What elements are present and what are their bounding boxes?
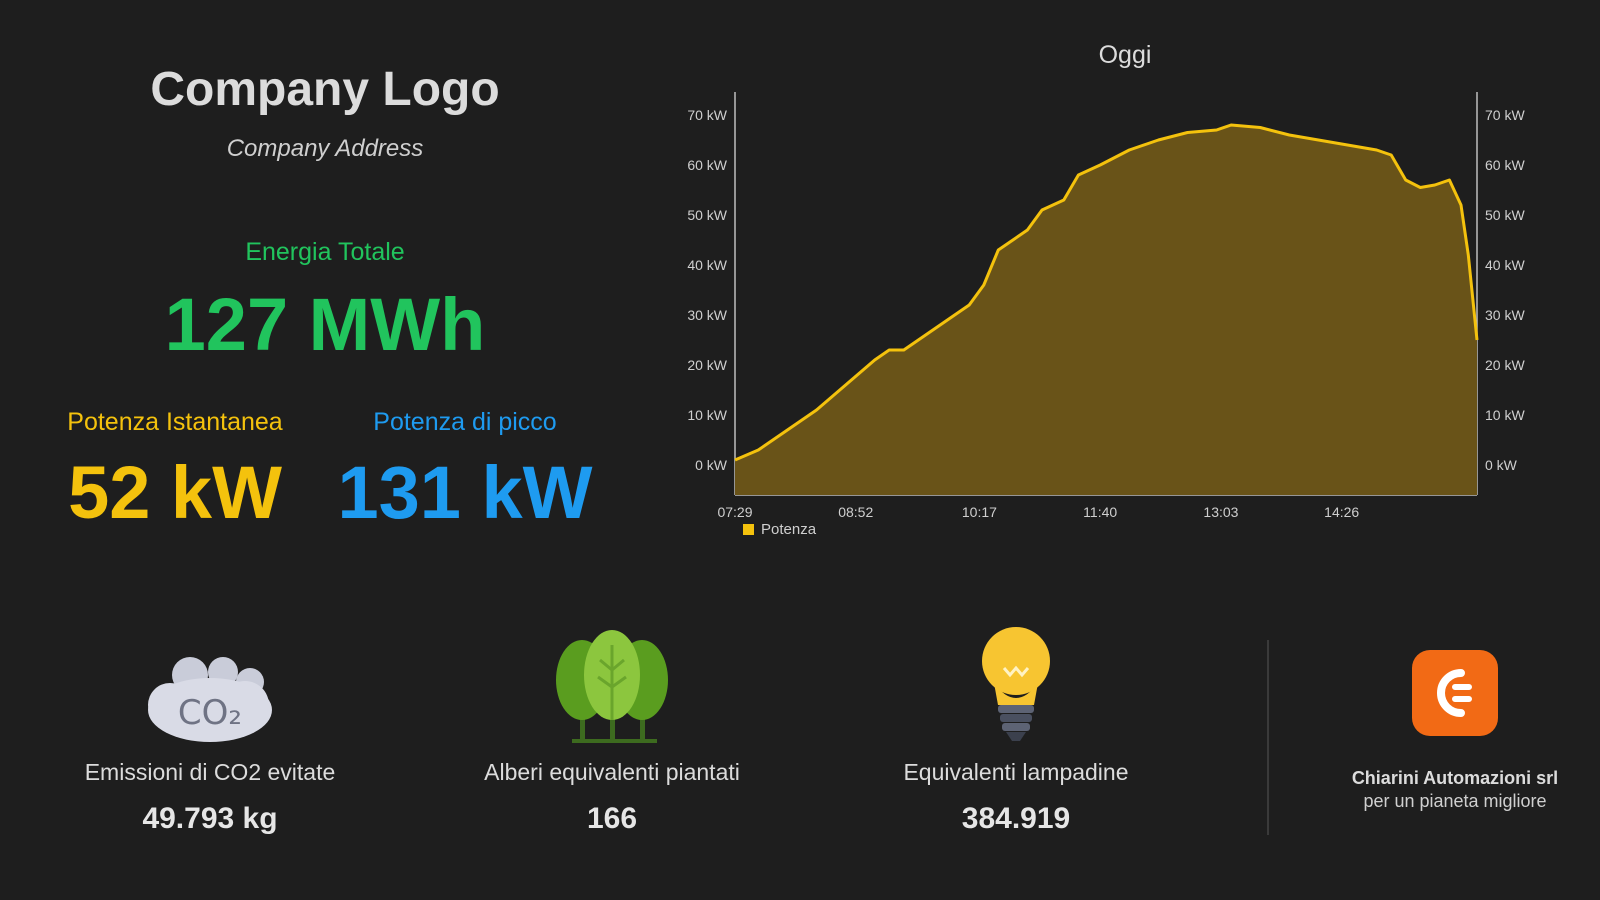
stat-lightbulbs-label: Equivalenti lampadine <box>903 759 1129 785</box>
y-tick-left: 50 kW <box>687 207 727 223</box>
brand-name: Chiarini Automazioni srl <box>1351 768 1559 788</box>
x-tick-label: 11:40 <box>1083 504 1117 520</box>
x-tick-label: 08:52 <box>838 504 873 520</box>
peak-power-label: Potenza di picco <box>373 408 557 436</box>
co2-icon-text: CO₂ <box>178 693 242 733</box>
stat-lightbulbs: Equivalenti lampadine 384.919 <box>846 620 1186 836</box>
energy-total-value: 127 MWh <box>164 283 486 366</box>
legend-swatch-potenza <box>743 524 754 535</box>
y-tick-right: 0 kW <box>1485 457 1518 473</box>
y-tick-left: 70 kW <box>687 107 727 123</box>
y-tick-right: 70 kW <box>1485 107 1525 123</box>
x-tick-label: 07:29 <box>717 504 752 520</box>
peak-power-value: 131 kW <box>337 451 593 534</box>
instant-power-label: Potenza Istantanea <box>67 408 283 436</box>
y-tick-right: 60 kW <box>1485 157 1525 173</box>
x-tick-label: 14:26 <box>1324 504 1359 520</box>
x-tick-label: 10:17 <box>962 504 997 520</box>
chart-plot-area: 0 kW 0 kW 10 kW 10 kW 20 kW 20 kW 30 kW 30 kW 40… <box>687 92 1525 538</box>
y-tick-right: 30 kW <box>1485 307 1525 323</box>
y-tick-left: 0 kW <box>695 457 728 473</box>
y-tick-left: 20 kW <box>687 357 727 373</box>
series-area-potenza <box>735 125 1477 495</box>
y-tick-left: 40 kW <box>687 257 727 273</box>
series-line-potenza <box>734 123 1479 462</box>
legend-label-potenza: Potenza <box>761 521 817 538</box>
lightbulb-icon <box>846 620 1186 745</box>
chart-title: Oggi <box>1099 41 1152 69</box>
stat-trees: Alberi equivalenti piantati 166 <box>442 620 782 836</box>
y-tick-right: 40 kW <box>1485 257 1525 273</box>
stat-trees-value: 166 <box>586 802 638 835</box>
brand-logo-icon <box>1412 650 1498 736</box>
stat-co2: CO₂ Emissioni di CO2 evitate 49.793 kg <box>40 620 380 836</box>
co2-cloud-icon: CO₂ <box>40 620 380 745</box>
brand-tagline: per un pianeta migliore <box>1363 791 1547 811</box>
y-tick-right: 10 kW <box>1485 407 1525 423</box>
stat-co2-value: 49.793 kg <box>142 802 278 835</box>
y-tick-left: 30 kW <box>687 307 727 323</box>
company-logo-text: Company Logo <box>150 63 500 116</box>
y-tick-right: 50 kW <box>1485 207 1525 223</box>
stat-lightbulbs-value: 384.919 <box>961 802 1071 835</box>
trees-icon <box>442 620 782 745</box>
stat-co2-label: Emissioni di CO2 evitate <box>84 759 336 785</box>
energy-total-label: Energia Totale <box>245 238 405 266</box>
company-address: Company Address <box>226 135 424 162</box>
y-tick-left: 10 kW <box>687 407 727 423</box>
x-tick-label: 13:03 <box>1203 504 1238 520</box>
y-tick-left: 60 kW <box>687 157 727 173</box>
vertical-divider <box>1267 640 1269 835</box>
brand-block: Chiarini Automazioni srl per un pianeta … <box>1330 650 1580 812</box>
power-chart: Oggi 0 kW 0 kW 10 kW 10 kW 20 kW 20 kW 30 kW 30… <box>680 30 1570 560</box>
instant-power-value: 52 kW <box>68 451 282 534</box>
power-chart-svg: Oggi 0 kW 0 kW 10 kW 10 kW 20 kW 20 kW 30 kW 30… <box>687 41 1525 538</box>
y-tick-right: 20 kW <box>1485 357 1525 373</box>
stat-trees-label: Alberi equivalenti piantati <box>484 759 740 785</box>
